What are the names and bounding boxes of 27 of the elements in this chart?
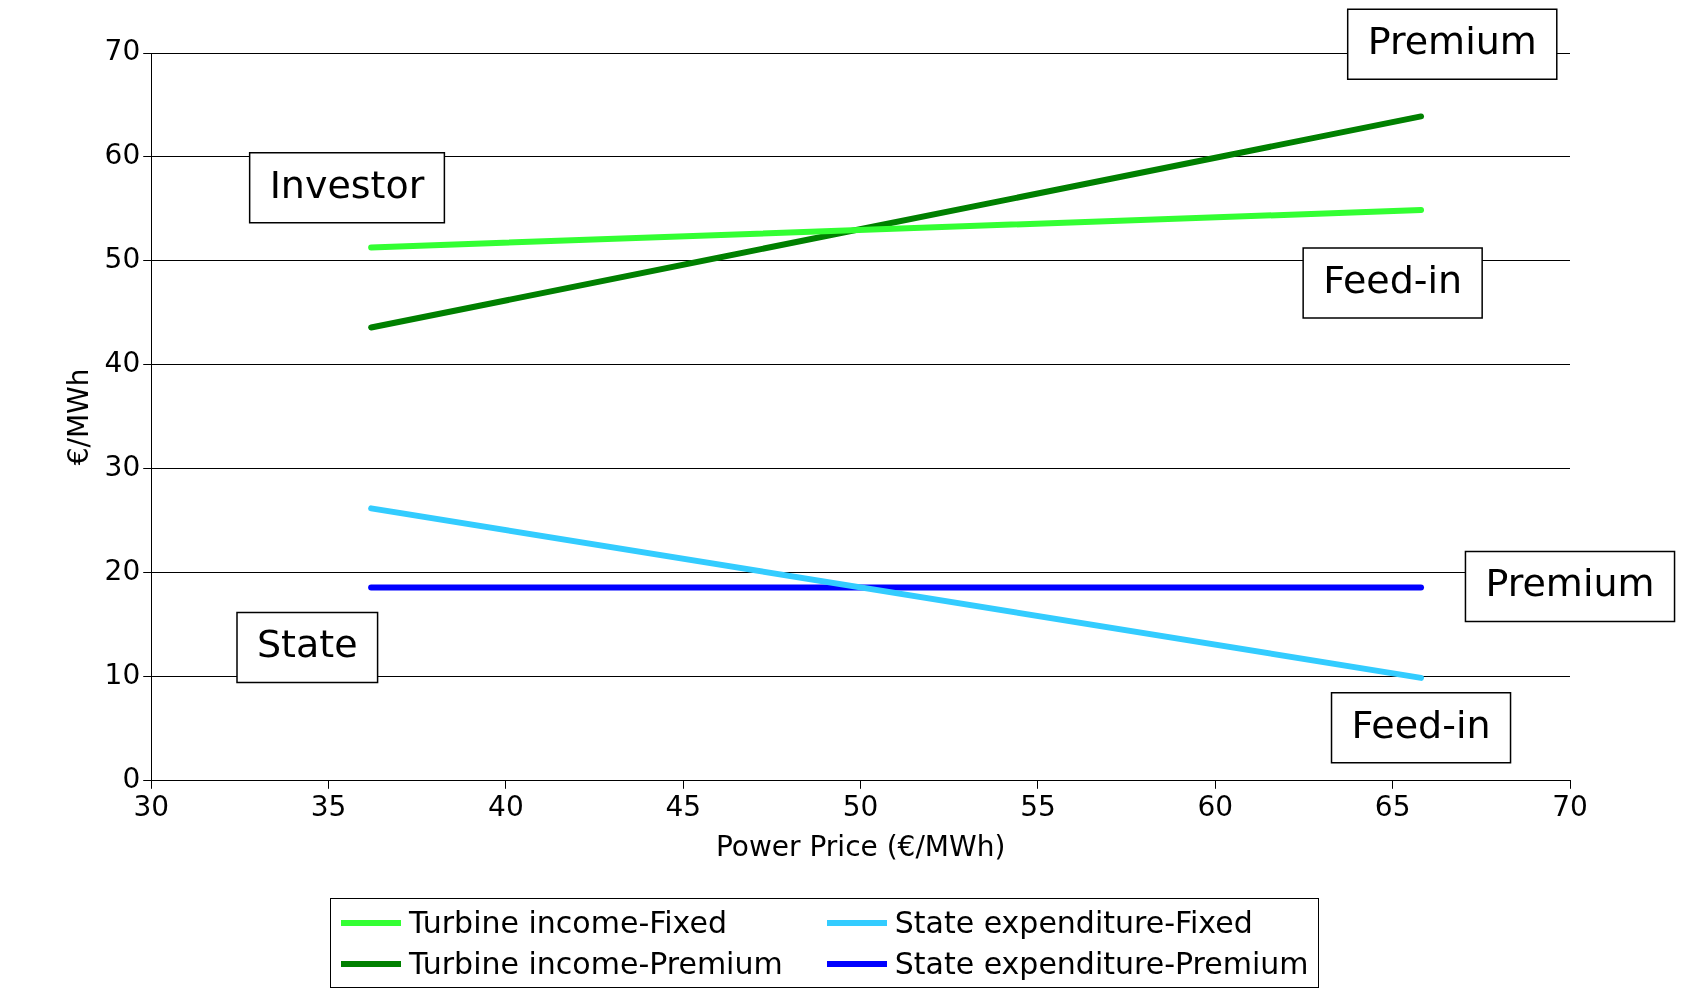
- y-tick-label: 40: [104, 346, 141, 380]
- annotation: Premium: [1485, 561, 1655, 606]
- x-axis-title: Power Price (€/MWh): [715, 830, 1006, 864]
- x-tick-label: 35: [310, 789, 347, 823]
- annotation: Feed-in: [1323, 257, 1463, 302]
- x-tick-label: 60: [1197, 789, 1234, 823]
- annotation: Premium: [1367, 19, 1537, 64]
- y-tick-label: 70: [104, 34, 141, 68]
- legend-label: State expenditure-Premium: [894, 946, 1309, 981]
- y-tick-label: 30: [104, 450, 141, 484]
- annotation: State: [257, 622, 358, 667]
- x-tick-label: 45: [665, 789, 702, 823]
- y-tick-label: 60: [104, 138, 141, 172]
- x-tick-label: 40: [488, 789, 524, 823]
- y-tick-label: 20: [104, 554, 141, 588]
- x-tick-label: 50: [842, 789, 879, 823]
- legend-label: State expenditure-Fixed: [894, 905, 1253, 940]
- y-tick-label: 50: [104, 242, 141, 276]
- legend-label: Turbine income-Premium: [409, 946, 783, 981]
- annotation: Feed-in: [1351, 702, 1491, 747]
- x-tick-label: 65: [1374, 789, 1411, 823]
- y-tick-label: 10: [104, 658, 141, 692]
- x-tick-label: 55: [1020, 789, 1056, 823]
- y-axis-title: €/MWh: [62, 368, 96, 466]
- legend-label: Turbine income-Fixed: [409, 905, 727, 940]
- x-tick-label: 70: [1552, 789, 1588, 823]
- annotation: Investor: [269, 162, 425, 207]
